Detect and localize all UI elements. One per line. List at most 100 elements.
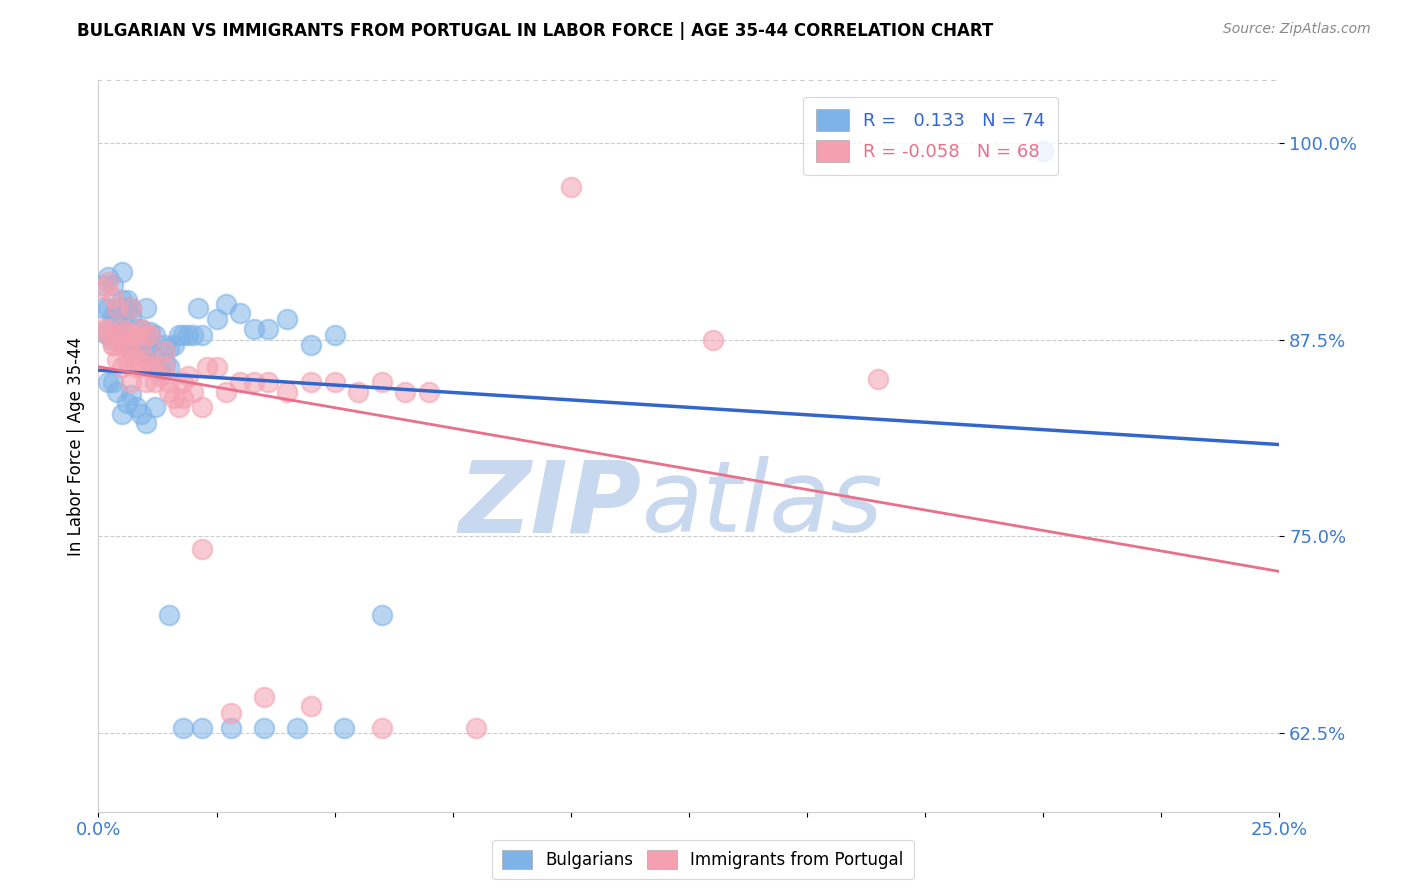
Point [121,301,143,316]
Point [121,388,143,402]
Point [91,325,114,339]
Point [243,322,266,336]
Point [111,322,134,336]
Point [115,325,138,339]
Point [111,293,134,308]
Point [105,301,128,316]
Point [111,337,134,351]
Point [181,328,204,343]
Point [143,376,166,390]
Point [121,310,143,324]
Point [153,337,176,351]
Point [135,416,157,430]
Point [215,296,238,310]
Point [121,328,143,343]
Point [195,359,218,374]
Point [97,275,120,289]
Point [323,376,346,390]
Point [105,310,128,324]
Point [172,328,194,343]
Point [111,312,134,326]
Point [253,722,276,736]
Point [125,359,148,374]
Point [371,376,394,390]
Point [702,333,724,347]
Point [121,376,143,390]
Point [299,376,322,390]
Point [115,325,138,339]
Point [285,722,308,736]
Point [105,301,128,316]
Point [157,608,180,623]
Point [97,376,120,390]
Point [143,328,166,343]
Point [115,353,138,368]
Point [97,328,120,343]
Point [157,359,180,374]
Point [105,353,128,368]
Point [135,353,157,368]
Point [121,343,143,358]
Point [139,337,162,351]
Point [181,384,204,399]
Point [125,353,148,368]
Point [149,369,172,384]
Point [105,384,128,399]
Point [91,301,114,316]
Point [115,337,138,351]
Point [139,328,162,343]
Point [111,333,134,347]
Legend: Bulgarians, Immigrants from Portugal: Bulgarians, Immigrants from Portugal [492,840,914,880]
Point [129,341,152,355]
Point [299,699,322,714]
Point [276,384,298,399]
Point [172,376,194,390]
Point [121,341,143,355]
Point [153,356,176,370]
Point [143,349,166,363]
Point [121,328,143,343]
Point [276,312,298,326]
Point [465,722,488,736]
Point [115,396,138,410]
Point [135,328,157,343]
Point [229,306,252,320]
Point [125,322,148,336]
Point [866,372,889,386]
Text: atlas: atlas [641,456,883,553]
Point [560,180,582,194]
Point [157,384,180,399]
Point [157,341,180,355]
Point [167,401,190,415]
Point [135,328,157,343]
Point [101,376,124,390]
Text: Source: ZipAtlas.com: Source: ZipAtlas.com [1223,22,1371,37]
Text: ZIP: ZIP [458,456,641,553]
Point [111,359,134,374]
Point [111,265,134,279]
Point [153,359,176,374]
Point [97,322,120,336]
Point [299,337,322,351]
Point [129,407,152,421]
Point [177,328,200,343]
Point [101,290,124,304]
Point [135,301,157,316]
Point [163,337,186,351]
Point [149,364,172,378]
Y-axis label: In Labor Force | Age 35-44: In Labor Force | Age 35-44 [66,336,84,556]
Point [205,312,228,326]
Point [129,359,152,374]
Point [333,722,356,736]
Point [187,301,209,316]
Point [121,301,143,316]
Point [91,277,114,292]
Point [394,384,416,399]
Point [139,359,162,374]
Point [125,333,148,347]
Point [125,328,148,343]
Point [215,384,238,399]
Point [172,391,194,405]
Text: BULGARIAN VS IMMIGRANTS FROM PORTUGAL IN LABOR FORCE | AGE 35-44 CORRELATION CHA: BULGARIAN VS IMMIGRANTS FROM PORTUGAL IN… [77,22,994,40]
Point [243,376,266,390]
